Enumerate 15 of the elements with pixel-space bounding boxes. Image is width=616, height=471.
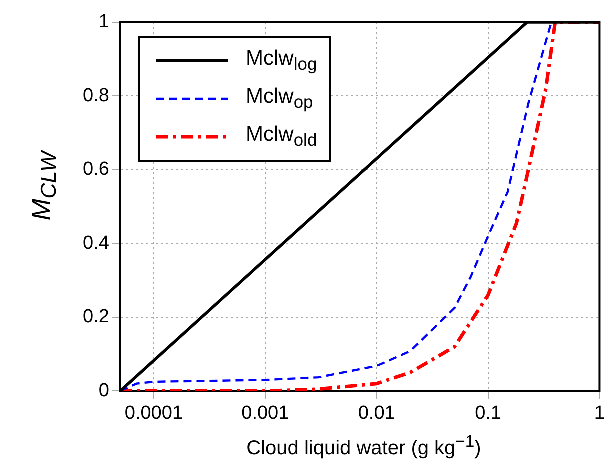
y-tick-label: 0.2	[82, 306, 110, 328]
x-tick-label: 0.001	[242, 402, 290, 424]
x-tick-label: 0.01	[358, 402, 396, 424]
y-tick-label: 1	[98, 12, 110, 33]
x-tick-label: 0.0001	[124, 402, 184, 424]
x-tick-label: 0.1	[475, 402, 502, 424]
legend-label: Mclw$_{op}$	[246, 84, 314, 114]
x-tick-label: 1	[594, 402, 606, 424]
x-axis-title: Cloud liquid water (g kg$^{−1}$)	[246, 432, 482, 461]
legend-label: Mclw$_{old}$	[246, 122, 318, 152]
y-tick-label: 0.6	[82, 159, 110, 180]
y-tick-label: 0	[98, 380, 110, 402]
legend-label: Mclw$_{log}$	[246, 46, 318, 76]
y-tick-label: 0.4	[82, 232, 110, 254]
y-tick-label: 0.8	[82, 85, 110, 106]
